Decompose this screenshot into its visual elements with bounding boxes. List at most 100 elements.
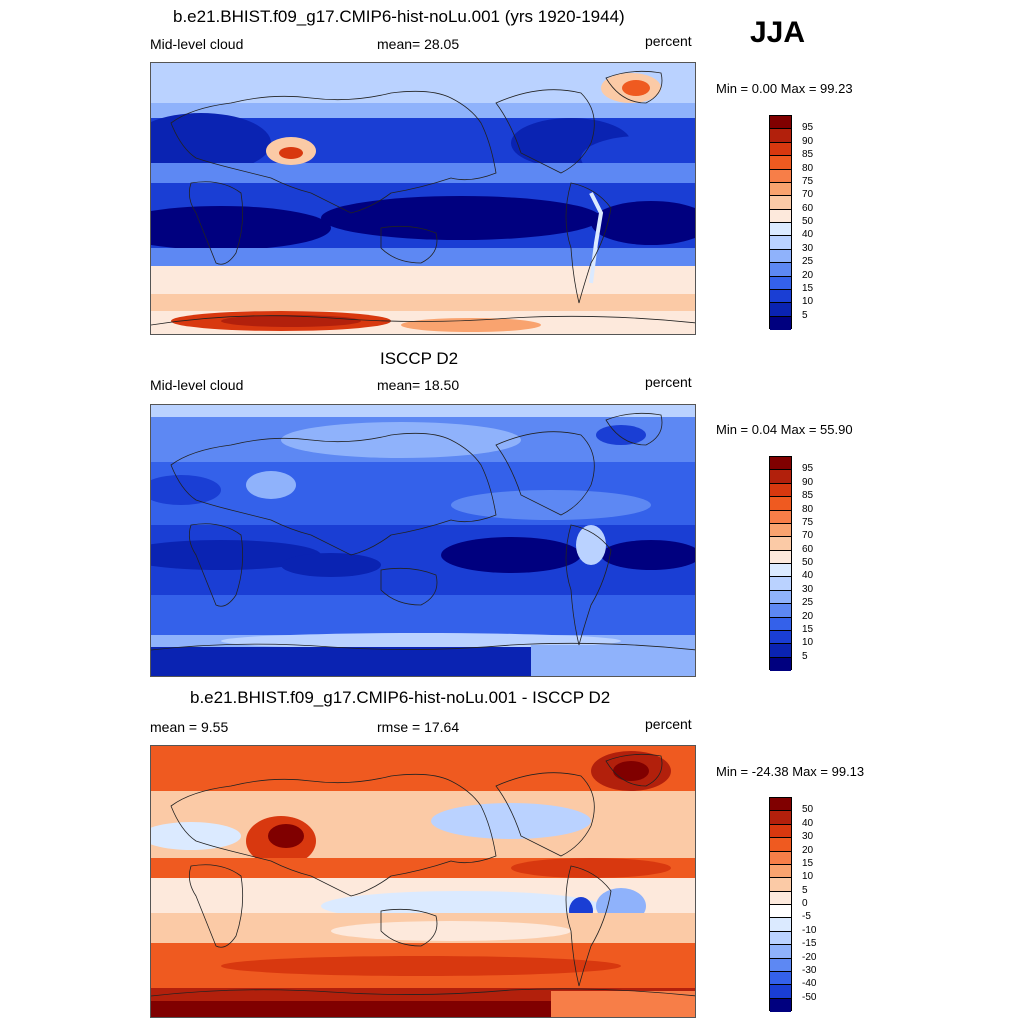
panel-1-colorbar-tick-label: 20	[802, 269, 814, 281]
panel-3-colorbar-tick-label: 40	[802, 817, 814, 829]
panel-1-colorbar-tick-label: 85	[802, 149, 814, 161]
panel-3-colorbar-swatch	[770, 918, 791, 932]
panel-3-colorbar-tick-label: -15	[802, 938, 817, 950]
panel-2-colorbar-swatch	[770, 470, 791, 484]
panel-3-colorbar-swatch	[770, 891, 791, 905]
panel-1-colorbar-tick-label: 70	[802, 189, 814, 201]
panel-3-colorbar-swatch	[770, 824, 791, 839]
panel-3-colorbar-tick-label: 15	[802, 857, 814, 869]
panel-3-colorbar-swatch	[770, 971, 791, 986]
panel-1-colorbar-tick-label: 80	[802, 162, 814, 174]
panel-1-colorbar-tick-label: 15	[802, 282, 814, 294]
panel-1-colorbar-swatch	[770, 169, 791, 183]
panel-2-colorbar-tick-label: 50	[802, 557, 814, 568]
panel-3-colorbar	[769, 797, 792, 1012]
panel-1-colorbar-swatch	[770, 316, 791, 330]
panel-3-colorbar-tick-label: -20	[802, 951, 817, 963]
panel-1-variable-label: Mid-level cloud	[150, 36, 244, 52]
panel-1-colorbar-swatch	[770, 249, 791, 264]
panel-2-colorbar-swatch	[770, 537, 791, 551]
panel-2-colorbar-swatch	[770, 510, 791, 524]
panel-3-coastlines	[151, 753, 695, 997]
panel-1-colorbar-tick-label: 50	[802, 216, 814, 227]
panel-3-minmax: Min = -24.38 Max = 99.13	[716, 764, 865, 779]
panel-1-coastlines	[151, 70, 695, 326]
season-label: JJA	[750, 16, 806, 49]
panel-3-colorbar-swatch	[770, 878, 791, 892]
panel-2-colorbar-swatch	[770, 604, 791, 618]
panel-3-units-label: percent	[645, 716, 692, 732]
panel-1-colorbar	[769, 115, 792, 330]
panel-3-colorbar-swatch	[770, 811, 791, 825]
panel-2-colorbar-swatch	[770, 523, 791, 538]
panel-1-colorbar-tick-label: 5	[802, 309, 808, 321]
panel-2-colorbar-tick-label: 95	[802, 463, 814, 475]
panel-2-colorbar-swatch	[770, 483, 791, 498]
panel-2-colorbar-swatch	[770, 644, 791, 658]
panel-2-mean-label: mean= 18.50	[377, 377, 460, 393]
panel-1-colorbar-swatch	[770, 263, 791, 277]
panel-2-colorbar-tick-label: 25	[802, 597, 814, 609]
panel-1-colorbar-tick-label: 30	[802, 242, 814, 254]
panel-2-colorbar-swatch	[770, 564, 791, 578]
panel-2-colorbar-tick-label: 10	[802, 637, 814, 649]
panel-3-colorbar-tick-label: 5	[802, 884, 808, 896]
panel-3-title: b.e21.BHIST.f09_g17.CMIP6-hist-noLu.001 …	[190, 688, 611, 707]
panel-3-colorbar-swatch	[770, 864, 791, 879]
panel-2-colorbar-tick-label: 5	[802, 650, 808, 662]
panel-1-colorbar-tick-label: 95	[802, 122, 814, 134]
panel-3-colorbar-tick-label: 20	[802, 844, 814, 856]
panel-3-colorbar-tick-label: -5	[802, 911, 811, 923]
panel-2-colorbar-tick-label: 90	[802, 476, 814, 488]
panel-3-colorbar-swatch	[770, 945, 791, 959]
panel-2-units-label: percent	[645, 374, 692, 390]
panel-2-coastlines	[151, 412, 695, 651]
panel-3-colorbar-tick-label: -50	[802, 991, 817, 1003]
panel-1-colorbar-swatch	[770, 182, 791, 197]
panel-1-mean-label: mean= 28.05	[377, 36, 460, 52]
panel-1-colorbar-swatch	[770, 289, 791, 304]
panel-3-rmse-label: rmse = 17.64	[377, 719, 460, 735]
panel-2-colorbar-tick-label: 60	[802, 543, 814, 555]
panel-2-colorbar-tick-label: 70	[802, 530, 814, 542]
panel-2-title: ISCCP D2	[380, 349, 459, 368]
panel-3-colorbar-tick-label: 0	[802, 898, 808, 909]
panel-3-colorbar-tick-label: -10	[802, 924, 817, 936]
panel-1-colorbar-swatch	[770, 276, 791, 290]
panel-2-variable-label: Mid-level cloud	[150, 377, 244, 393]
panel-2-colorbar-tick-label: 40	[802, 570, 814, 582]
panel-2-colorbar-swatch	[770, 630, 791, 645]
panel-2-colorbar-swatch	[770, 617, 791, 631]
panel-3-colorbar-tick-label: 50	[802, 804, 814, 816]
panel-2-colorbar	[769, 456, 792, 671]
panel-2-colorbar-swatch	[770, 590, 791, 605]
panel-2-colorbar-swatch	[770, 497, 791, 511]
panel-1-colorbar-tick-label: 90	[802, 135, 814, 147]
panel-2-colorbar-swatch	[770, 657, 791, 671]
panel-1-colorbar-tick-label: 25	[802, 256, 814, 268]
panel-3-colorbar-swatch	[770, 838, 791, 852]
panel-1-colorbar-swatch	[770, 209, 791, 223]
panel-2-minmax: Min = 0.04 Max = 55.90	[716, 422, 853, 437]
panel-1-colorbar-swatch	[770, 156, 791, 170]
panel-3-colorbar-swatch	[770, 905, 791, 919]
panel-3-colorbar-swatch	[770, 985, 791, 999]
panel-1-colorbar-swatch	[770, 116, 791, 130]
panel-2-colorbar-tick-label: 85	[802, 490, 814, 502]
panel-2-colorbar-tick-label: 30	[802, 583, 814, 595]
panel-3-colorbar-tick-label: -40	[802, 978, 817, 990]
panel-2-map	[150, 404, 696, 677]
panel-1-colorbar-swatch	[770, 142, 791, 157]
panel-3-colorbar-swatch	[770, 798, 791, 812]
panel-2-colorbar-tick-label: 80	[802, 503, 814, 515]
panel-3-colorbar-tick-label: 30	[802, 831, 814, 843]
panel-2-colorbar-tick-label: 20	[802, 610, 814, 622]
panel-2-colorbar-swatch	[770, 550, 791, 564]
panel-1-colorbar-swatch	[770, 196, 791, 210]
panel-1-colorbar-swatch	[770, 223, 791, 237]
panel-2-colorbar-swatch	[770, 457, 791, 471]
panel-1-minmax: Min = 0.00 Max = 99.23	[716, 81, 853, 96]
panel-1-colorbar-tick-label: 10	[802, 296, 814, 308]
panel-1-colorbar-tick-label: 75	[802, 175, 814, 187]
panel-3-map	[150, 745, 696, 1018]
